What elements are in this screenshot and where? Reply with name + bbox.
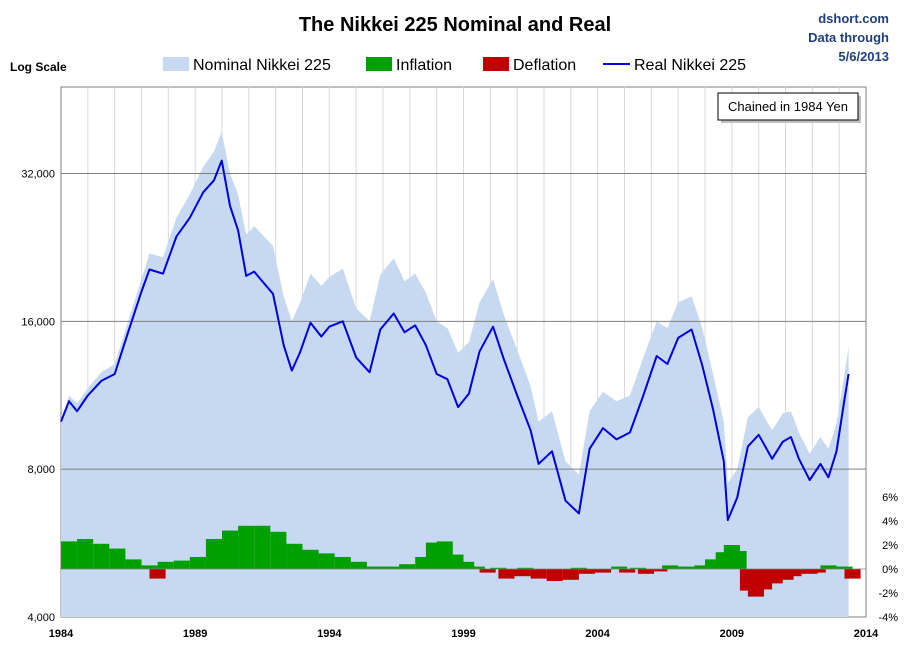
y2-axis-ticks: -4% -2% 0% 2% 4% 6% [878,492,898,624]
x-axis-ticks: 1984 1989 1994 1999 2004 2009 2014 [49,628,879,640]
inflation-bar [334,557,351,569]
legend-label-nominal: Nominal Nikkei 225 [193,57,331,74]
inflation-bar [254,525,271,569]
scale-label: Log Scale [10,60,67,74]
deflation-bar [801,569,818,574]
inflation-bar [93,543,110,569]
deflation-bar [514,569,531,577]
inflation-bar [694,565,711,569]
y-axis-ticks: 4,000 8,000 16,000 32,000 [21,168,55,624]
x-tick-label: 2009 [720,628,744,640]
deflation-bar [530,569,547,579]
annotation-text: Chained in 1984 Yen [728,99,848,114]
y2-tick-label: 4% [882,516,898,528]
inflation-bar [77,539,94,569]
deflation-bar [546,569,563,581]
inflation-bar [238,525,255,569]
inflation-bar [173,560,190,569]
deflation-bar [651,569,668,572]
legend-label-inflation: Inflation [396,57,452,74]
inflation-deflation-bars [61,525,866,597]
inflation-bar [570,567,587,569]
legend-swatch-inflation [366,57,392,71]
deflation-bar [562,569,579,580]
source-line-1: dshort.com [818,11,889,26]
inflation-bar [399,564,416,569]
inflation-bar [222,530,239,569]
deflation-bar [479,569,496,573]
legend-swatch-nominal [163,57,189,71]
y2-tick-label: 2% [882,540,898,552]
inflation-bar [318,553,335,569]
inflation-bar [141,565,158,569]
y-tick-label: 4,000 [27,612,55,624]
inflation-bar [705,559,722,569]
y-tick-label: 16,000 [21,316,55,328]
inflation-bar [205,539,222,569]
chart-title: The Nikkei 225 Nominal and Real [299,14,611,36]
inflation-bar [366,566,383,569]
inflation-bar [490,567,507,569]
deflation-bar [785,569,802,577]
nominal-nikkei-area [61,131,849,618]
x-tick-label: 1994 [317,628,342,640]
legend: Nominal Nikkei 225 Inflation Deflation R… [163,57,746,74]
inflation-bar [820,565,837,569]
inflation-bar [678,566,695,569]
inflation-bar [458,561,475,569]
inflation-bar [286,543,303,569]
x-tick-label: 2004 [585,628,610,640]
legend-label-deflation: Deflation [513,57,576,74]
deflation-bar [149,569,166,579]
inflation-bar [662,565,679,569]
legend-swatch-deflation [483,57,509,71]
x-tick-label: 1989 [183,628,207,640]
nominal-area-layer [61,131,849,618]
x-tick-label: 1999 [451,628,475,640]
y2-tick-label: -4% [878,612,898,624]
x-tick-label: 1984 [49,628,74,640]
deflation-bar [619,569,636,573]
y2-tick-label: 6% [882,492,898,504]
inflation-bar [157,561,174,569]
legend-label-real: Real Nikkei 225 [634,57,746,74]
y2-tick-label: 0% [882,564,898,576]
inflation-bar [730,551,747,569]
real-nikkei-line [60,159,850,522]
source-line-2: Data through [808,30,889,45]
annotation-frame [717,92,859,121]
deflation-bar [637,569,654,574]
real-line-layer [60,159,850,522]
inflation-bar [629,567,646,569]
deflation-bar [809,569,826,573]
inflation-bar [517,567,534,569]
inflation-bar [302,549,319,569]
y-tick-label: 32,000 [21,168,55,180]
inflation-bar [468,566,485,569]
deflation-bar [578,569,595,574]
inflation-bar [350,561,367,569]
inflation-bar [61,541,78,569]
inflation-bar [270,531,287,569]
x-tick-label: 2014 [854,628,879,640]
deflation-bar [844,569,861,579]
deflation-bar [595,569,612,573]
deflation-bar [498,569,515,579]
inflation-bar [125,559,142,569]
inflation-bar [383,566,400,569]
annotation-box: Chained in 1984 Yen [717,92,861,123]
inflation-bar [836,566,853,569]
source-line-3: 5/6/2013 [838,49,889,64]
y2-tick-label: -2% [878,588,898,600]
inflation-bar [189,557,206,569]
horizontal-gridlines [61,172,866,470]
inflation-bar [109,548,126,569]
inflation-bar [611,566,628,569]
y-tick-label: 8,000 [27,464,55,476]
